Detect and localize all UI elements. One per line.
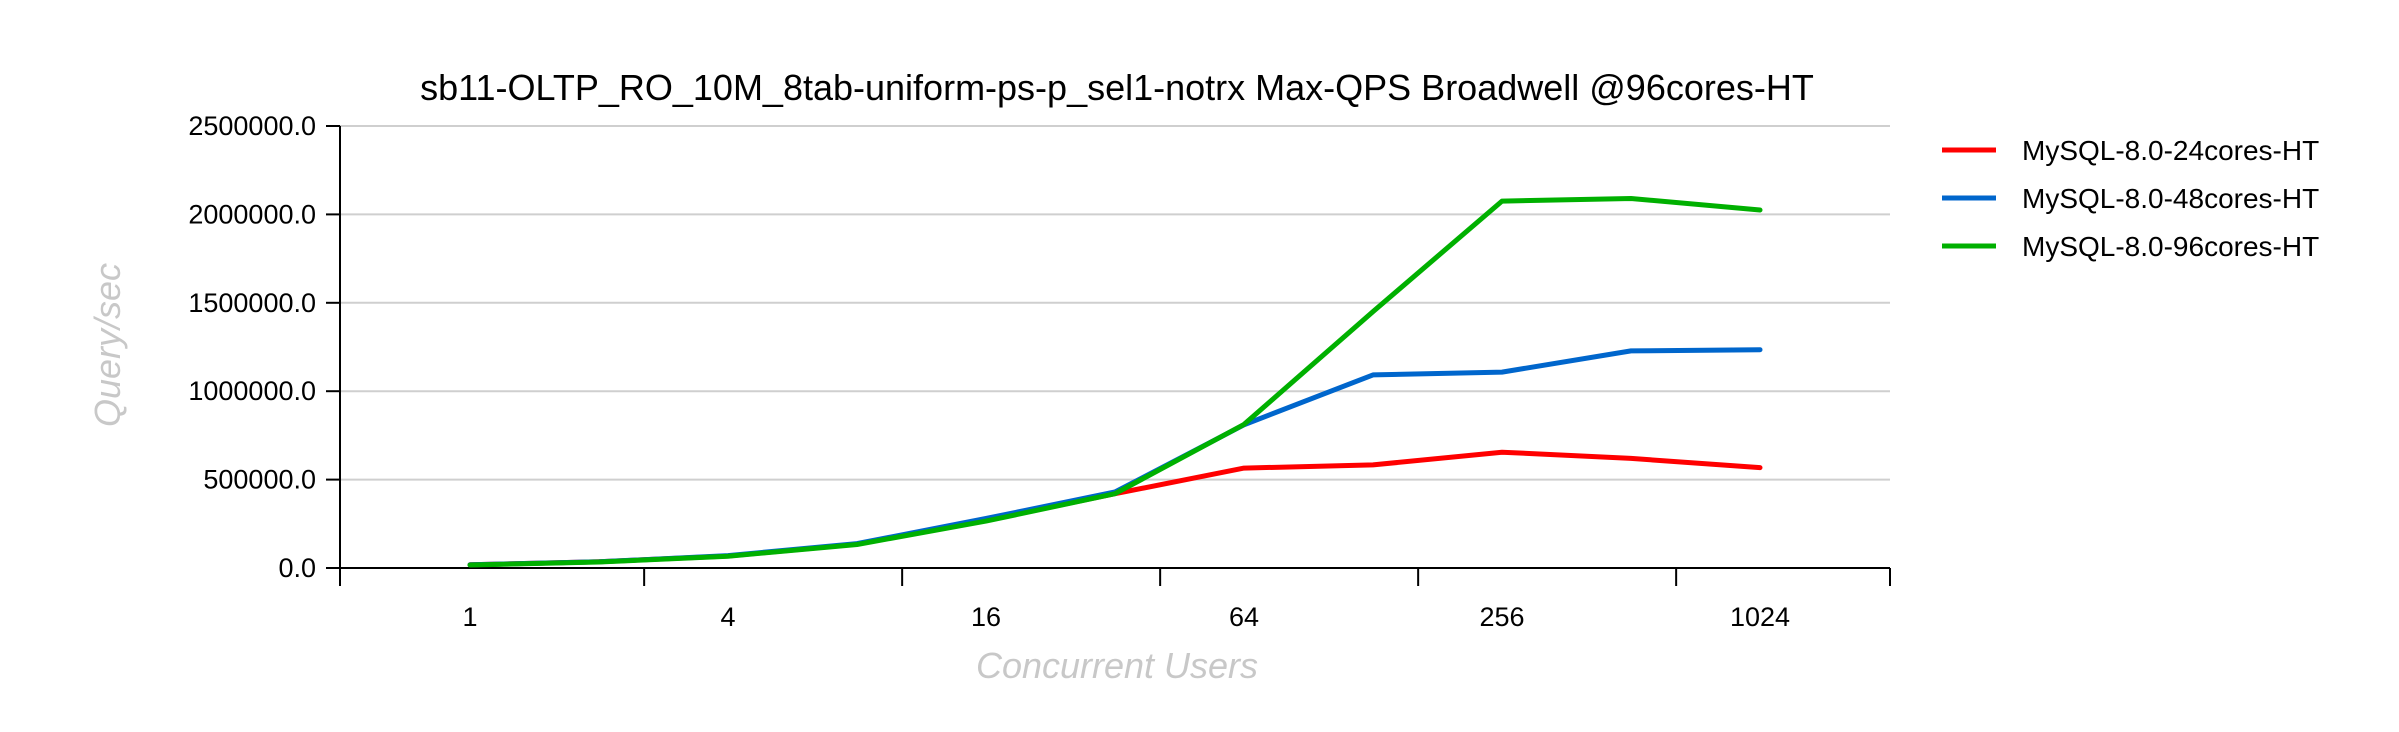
legend-label: MySQL-8.0-96cores-HT <box>2022 231 2319 262</box>
series-line-MySQL-8.0-96cores-HT <box>467 196 1763 568</box>
series-line-MySQL-8.0-24cores-HT <box>467 449 1763 568</box>
x-axis-label: Concurrent Users <box>976 645 1258 686</box>
legend-label: MySQL-8.0-48cores-HT <box>2022 183 2319 214</box>
y-tick-label: 1000000.0 <box>188 376 316 406</box>
chart-title: sb11-OLTP_RO_10M_8tab-uniform-ps-p_sel1-… <box>420 67 1814 108</box>
y-tick-label: 500000.0 <box>203 465 316 495</box>
gridlines <box>340 125 1890 481</box>
y-tick-label: 2000000.0 <box>188 199 316 229</box>
legend-label: MySQL-8.0-24cores-HT <box>2022 135 2319 166</box>
y-tick-label: 0.0 <box>278 553 316 583</box>
x-tick-label: 64 <box>1229 602 1259 632</box>
x-tick-label: 16 <box>971 602 1001 632</box>
legend: MySQL-8.0-24cores-HT MySQL-8.0-48cores-HT… <box>1942 135 2319 262</box>
x-tick-label: 1 <box>462 602 477 632</box>
y-tick-label: 1500000.0 <box>188 288 316 318</box>
series-lines <box>467 196 1763 568</box>
x-tick-label: 1024 <box>1730 602 1790 632</box>
y-tick-label: 2500000.0 <box>188 111 316 141</box>
axes: 0.0 500000.0 1000000.0 1500000.0 2000000.0 25… <box>188 111 1891 632</box>
x-tick-label: 4 <box>720 602 735 632</box>
y-axis-label: Query/sec <box>87 263 128 427</box>
x-tick-label: 256 <box>1479 602 1524 632</box>
